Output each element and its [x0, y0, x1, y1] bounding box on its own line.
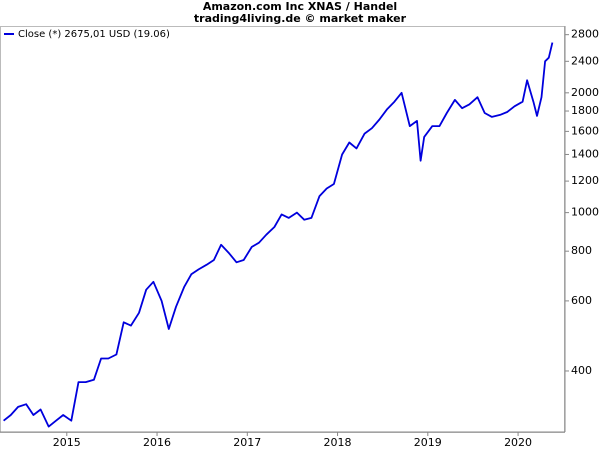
x-tick-label: 2016 — [143, 436, 171, 449]
x-tick-label: 2019 — [414, 436, 442, 449]
x-tick-label: 2017 — [233, 436, 261, 449]
y-tick-label: 2400 — [571, 54, 599, 67]
x-tick-label: 2015 — [53, 436, 81, 449]
y-tick-label: 1200 — [571, 174, 599, 187]
y-tick-label: 1600 — [571, 124, 599, 137]
x-tick-label: 2020 — [504, 436, 532, 449]
y-tick-label: 800 — [571, 244, 592, 257]
x-tick-label: 2018 — [324, 436, 352, 449]
y-tick-label: 1800 — [571, 104, 599, 117]
y-tick-label: 2000 — [571, 86, 599, 99]
y-tick-label: 2800 — [571, 28, 599, 41]
y-tick-label: 400 — [571, 364, 592, 377]
chart-title: Amazon.com Inc XNAS / Handel — [203, 0, 397, 13]
y-tick-label: 600 — [571, 294, 592, 307]
plot-frame — [0, 26, 565, 433]
chart-subtitle: trading4living.de © market maker — [194, 12, 407, 25]
y-tick-label: 1400 — [571, 147, 599, 160]
price-line — [3, 42, 554, 428]
y-tick-label: 1000 — [571, 206, 599, 219]
legend-label: Close (*) 2675,01 USD (19.06) — [18, 29, 170, 40]
